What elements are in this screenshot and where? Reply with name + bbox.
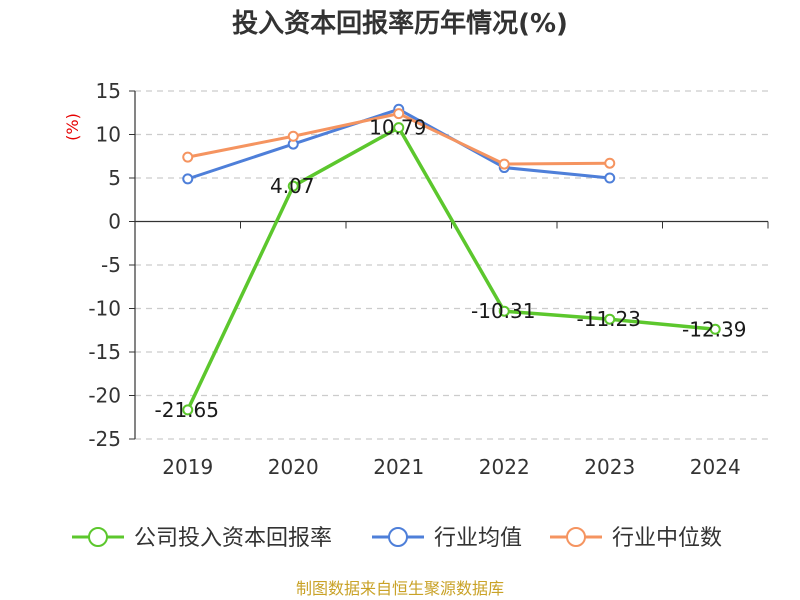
data-point bbox=[182, 404, 194, 416]
data-label: 4.07 bbox=[270, 174, 315, 198]
series-group bbox=[182, 103, 721, 416]
x-tick-label: 2023 bbox=[584, 455, 635, 479]
data-point bbox=[393, 108, 405, 120]
data-point bbox=[604, 172, 616, 184]
y-tick-label: 0 bbox=[108, 210, 121, 234]
data-label: 10.79 bbox=[369, 116, 426, 140]
x-tick-label: 2020 bbox=[268, 455, 319, 479]
y-tick-label: -15 bbox=[88, 340, 121, 364]
series-line bbox=[186, 125, 716, 411]
legend-swatch-marker bbox=[566, 527, 586, 547]
data-point bbox=[182, 151, 194, 163]
data-point bbox=[498, 305, 510, 317]
y-tick-label: -20 bbox=[88, 384, 121, 408]
data-point bbox=[287, 180, 299, 192]
gridlines bbox=[135, 90, 768, 440]
data-label: -10.31 bbox=[471, 299, 535, 323]
y-tick-label: -25 bbox=[88, 427, 121, 451]
y-tick-label: -10 bbox=[88, 297, 121, 321]
y-tick-label: 5 bbox=[108, 166, 121, 190]
data-point bbox=[182, 173, 194, 185]
legend-label: 公司投入资本回报率 bbox=[134, 526, 332, 551]
y-tick-label: -5 bbox=[101, 253, 121, 277]
x-tick-label: 2024 bbox=[690, 455, 741, 479]
data-point bbox=[498, 158, 510, 170]
data-point bbox=[604, 313, 616, 325]
data-point bbox=[393, 122, 405, 134]
chart-title: 投入资本回报率历年情况(%) bbox=[232, 8, 568, 39]
source-note: 制图数据来自恒生聚源数据库 bbox=[296, 579, 504, 598]
x-tick-label: 2019 bbox=[162, 455, 213, 479]
data-label: -11.23 bbox=[577, 307, 641, 331]
axes bbox=[134, 91, 768, 439]
data-point bbox=[604, 157, 616, 169]
y-tick-label: 10 bbox=[96, 123, 121, 147]
data-label: -21.65 bbox=[155, 398, 219, 422]
legend-label: 行业中位数 bbox=[612, 526, 722, 551]
y-tick-label: 15 bbox=[96, 79, 121, 103]
x-tick-label: 2022 bbox=[479, 455, 530, 479]
legend-swatch-marker bbox=[388, 527, 408, 547]
data-point bbox=[287, 130, 299, 142]
legend: 公司投入资本回报率 行业均值 行业中位数 bbox=[72, 526, 722, 551]
x-axis-ticks: 2019 2020 2021 2022 2023 2024 bbox=[134, 221, 769, 479]
data-label: -12.39 bbox=[682, 317, 746, 341]
x-tick-label: 2021 bbox=[373, 455, 424, 479]
data-labels: -21.65 4.07 10.79 -10.31 -11.23 -12.39 bbox=[155, 116, 747, 422]
legend-label: 行业均值 bbox=[434, 526, 522, 551]
y-axis-unit-label: (%) bbox=[63, 113, 82, 141]
legend-swatch-marker bbox=[88, 527, 108, 547]
y-axis-ticks: 15 10 5 0 -5 -10 -15 -20 -25 bbox=[88, 79, 135, 451]
data-point bbox=[709, 323, 721, 335]
